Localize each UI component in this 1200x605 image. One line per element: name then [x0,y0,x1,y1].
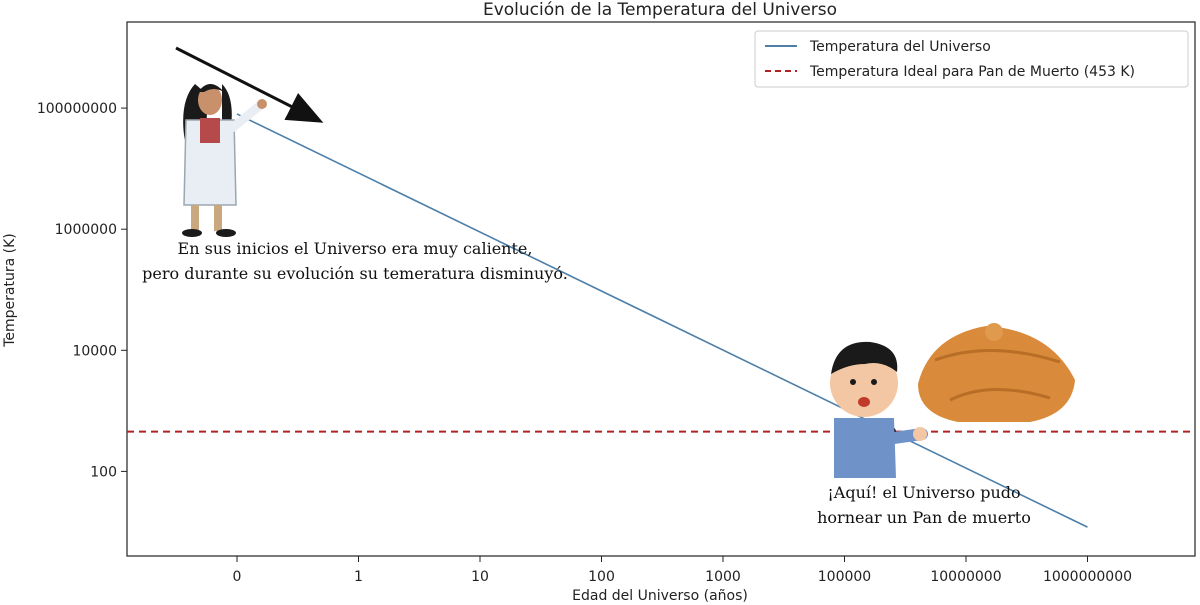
annotation-text: hornear un Pan de muerto [817,508,1031,527]
annotations: En sus inicios el Universo era muy calie… [142,239,1031,527]
legend-label-temperature: Temperatura del Universo [809,39,991,55]
x-tick-label: 1000000000 [1043,569,1132,585]
x-tick-label: 10000000 [930,569,1001,585]
y-axis-label: Temperatura (K) [2,233,18,348]
temperature-line [236,113,1088,528]
plot-frame [126,21,1196,557]
annotation-text: ¡Aquí! el Universo pudo [827,483,1020,502]
y-tick-label: 1000000 [55,222,117,238]
y-axis: 100 10000 1000000 100000000 [37,101,127,480]
pan-de-muerto-bread-icon [918,323,1075,422]
x-tick-label: 1000 [705,569,741,585]
y-tick-label: 10000 [72,343,117,359]
legend: Temperatura del Universo Temperatura Ide… [754,30,1189,88]
y-tick-label: 100 [90,464,117,480]
annotation-text: pero durante su evolución su temeratura … [142,264,568,283]
boy-pointing-icon [830,341,928,478]
x-axis: 0 1 10 100 1000 100000 10000000 1000000000 [233,556,1132,585]
x-tick-label: 0 [233,569,242,585]
scientist-woman-pointing-icon [182,84,267,237]
y-tick-label: 100000000 [37,101,117,117]
chart-title: Evolución de la Temperatura del Universo [483,0,837,20]
x-tick-label: 1 [354,569,363,585]
annotation-text: En sus inicios el Universo era muy calie… [178,239,533,258]
legend-box [754,30,1189,88]
x-axis-label: Edad del Universo (años) [572,588,748,604]
x-tick-label: 100 [588,569,615,585]
annotation-arrow [175,46,324,123]
x-tick-label: 10 [471,569,489,585]
series-layer [127,113,1195,528]
legend-label-ideal: Temperatura Ideal para Pan de Muerto (45… [809,64,1135,80]
x-tick-label: 100000 [818,569,871,585]
